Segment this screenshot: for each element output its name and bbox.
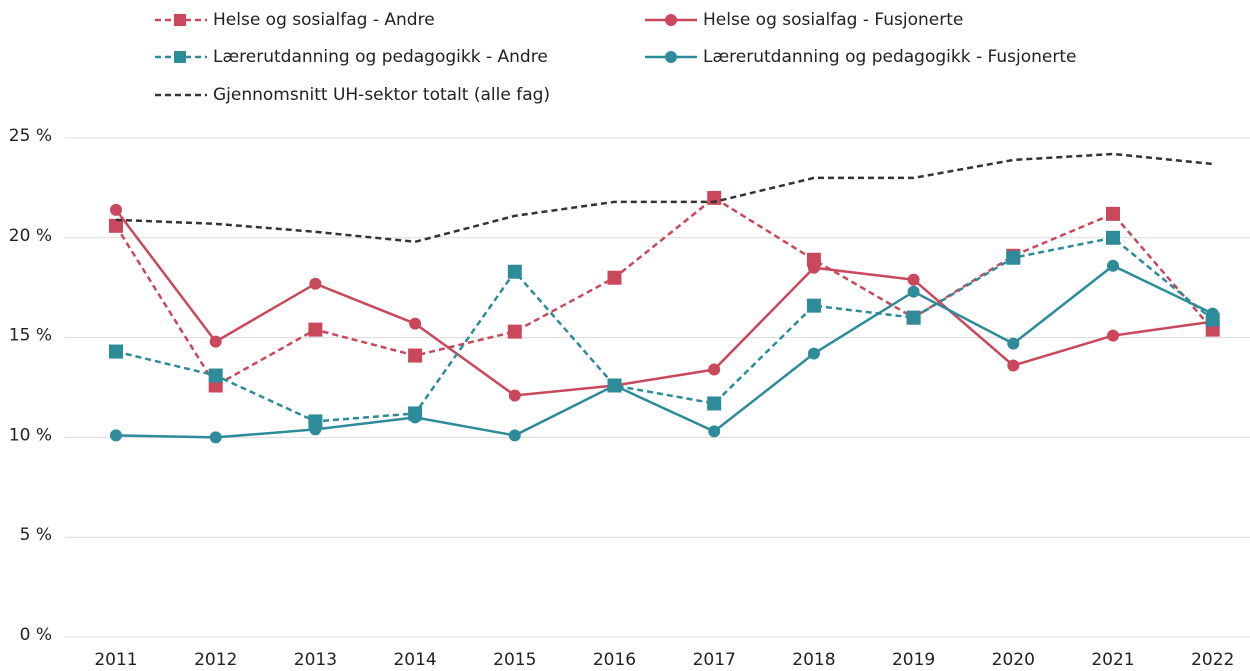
- marker: [806, 298, 821, 313]
- marker: [608, 379, 621, 392]
- series-line: [115, 152, 1213, 244]
- legend-label: Helse og sosialfag - Fusjonerte: [703, 10, 963, 30]
- marker: [607, 270, 622, 285]
- marker: [308, 322, 323, 337]
- marker: [907, 273, 920, 286]
- series-line: [115, 236, 1214, 423]
- marker: [508, 389, 521, 402]
- legend-label: Lærerutdanning og pedagogikk - Fusjonert…: [703, 47, 1076, 67]
- legend-marker: [174, 14, 186, 26]
- marker: [708, 363, 721, 376]
- marker: [109, 218, 123, 233]
- marker: [508, 429, 521, 442]
- x-tick-label: 2013: [294, 650, 337, 670]
- series-line: [115, 264, 1214, 439]
- marker: [1007, 359, 1020, 372]
- y-tick-label: 5 %: [20, 525, 52, 545]
- marker: [907, 285, 920, 298]
- marker: [1107, 259, 1119, 272]
- marker: [1106, 206, 1120, 221]
- x-tick-label: 2019: [892, 650, 935, 670]
- legend-label: Helse og sosialfag - Andre: [213, 10, 435, 30]
- x-tick-label: 2020: [992, 650, 1035, 670]
- y-tick-label: 0 %: [20, 625, 52, 645]
- marker: [309, 423, 322, 436]
- series-line: [115, 209, 1213, 397]
- marker: [208, 368, 223, 383]
- marker: [408, 348, 423, 363]
- marker: [110, 429, 122, 442]
- x-tick-label: 2015: [493, 650, 536, 670]
- marker: [807, 261, 820, 274]
- legend-marker: [174, 51, 186, 63]
- marker: [906, 310, 921, 325]
- legend-marker: [665, 14, 677, 26]
- marker: [1106, 230, 1120, 245]
- x-tick-label: 2011: [94, 650, 137, 670]
- legend-label: Gjennomsnitt UH-sektor totalt (alle fag): [213, 85, 550, 105]
- x-tick-label: 2022: [1191, 650, 1234, 670]
- marker: [109, 344, 123, 359]
- y-tick-label: 15 %: [9, 326, 52, 346]
- marker: [507, 264, 522, 279]
- x-tick-label: 2014: [393, 650, 436, 670]
- x-tick-label: 2021: [1091, 650, 1134, 670]
- x-tick-label: 2012: [194, 650, 237, 670]
- marker: [707, 190, 722, 205]
- x-tick-label: 2016: [593, 650, 636, 670]
- marker: [708, 425, 721, 438]
- marker: [1206, 307, 1219, 320]
- marker: [309, 277, 322, 290]
- marker: [1107, 329, 1119, 342]
- marker: [1007, 337, 1020, 350]
- marker: [507, 324, 522, 339]
- y-tick-label: 20 %: [9, 226, 52, 246]
- marker: [409, 317, 422, 330]
- legend-label: Lærerutdanning og pedagogikk - Andre: [213, 47, 548, 67]
- legend-marker: [665, 51, 677, 63]
- marker: [209, 431, 222, 444]
- x-tick-label: 2017: [693, 650, 736, 670]
- marker: [707, 396, 722, 411]
- marker: [1006, 250, 1021, 265]
- marker: [807, 347, 820, 360]
- y-tick-label: 25 %: [9, 126, 52, 146]
- y-tick-label: 10 %: [9, 425, 52, 445]
- x-tick-label: 2018: [792, 650, 835, 670]
- marker: [209, 335, 222, 348]
- marker: [409, 411, 422, 424]
- series-line: [114, 196, 1214, 388]
- marker: [110, 203, 122, 216]
